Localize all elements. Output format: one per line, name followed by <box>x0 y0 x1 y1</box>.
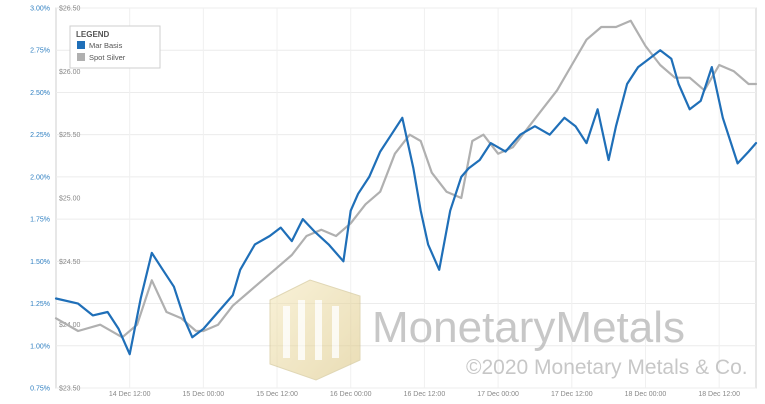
legend-label-spot-silver: Spot Silver <box>89 53 126 62</box>
y-left-tick-label: 1.00% <box>30 343 50 350</box>
plot-area <box>55 7 757 389</box>
y-right-tick-label: $25.00 <box>59 196 81 203</box>
x-tick-label: 16 Dec 12:00 <box>404 391 446 398</box>
watermark-copyright: ©2020 Monetary Metals & Co. <box>466 356 748 379</box>
legend-swatch-mar-basis <box>77 41 85 49</box>
y-right-tick-label: $24.50 <box>59 259 81 266</box>
series-layer <box>54 19 758 356</box>
x-tick-label: 14 Dec 12:00 <box>109 391 151 398</box>
y-left-tick-label: 1.25% <box>30 301 50 308</box>
x-tick-label: 16 Dec 00:00 <box>330 391 372 398</box>
y-right-tick-label: $23.50 <box>59 386 81 393</box>
gridlines <box>56 7 756 389</box>
legend-label-mar-basis: Mar Basis <box>89 41 123 50</box>
watermark-brand: MonetaryMetals <box>372 303 685 352</box>
y-left-tick-label: 2.75% <box>30 48 50 55</box>
legend-title: LEGEND <box>76 30 110 39</box>
x-tick-label: 15 Dec 12:00 <box>256 391 298 398</box>
y-left-tick-label: 2.25% <box>30 132 50 139</box>
x-tick-label: 18 Dec 12:00 <box>698 391 740 398</box>
x-tick-label: 17 Dec 12:00 <box>551 391 593 398</box>
y-left-tick-label: 1.75% <box>30 217 50 224</box>
y-right-tick-label: $25.50 <box>59 132 81 139</box>
x-tick-label: 18 Dec 00:00 <box>625 391 667 398</box>
y-left-tick-label: 2.00% <box>30 174 50 181</box>
x-tick-label: 17 Dec 00:00 <box>477 391 519 398</box>
series-line-mar-basis <box>54 49 758 356</box>
watermark-logo <box>269 279 361 381</box>
legend: LEGEND Mar Basis Spot Silver <box>69 25 161 69</box>
y-right-tick-label: $26.50 <box>59 6 81 13</box>
y-left-tick-label: 2.50% <box>30 90 50 97</box>
y-left-tick-label: 1.50% <box>30 259 50 266</box>
series-line-spot-silver <box>54 19 758 339</box>
x-axis-ticks: 14 Dec 12:00 15 Dec 00:00 15 Dec 12:00 16 D… <box>109 391 740 398</box>
y-right-tick-label: $26.00 <box>59 69 81 76</box>
x-tick-label: 15 Dec 00:00 <box>183 391 225 398</box>
left-axis-ticks: 0.75% 1.00% 1.25% 1.50% 1.75% 2.00% 2.25% 2.50%… <box>30 6 50 393</box>
y-left-tick-label: 0.75% <box>30 386 50 393</box>
legend-swatch-spot-silver <box>77 53 85 61</box>
y-left-tick-label: 3.00% <box>30 6 50 13</box>
